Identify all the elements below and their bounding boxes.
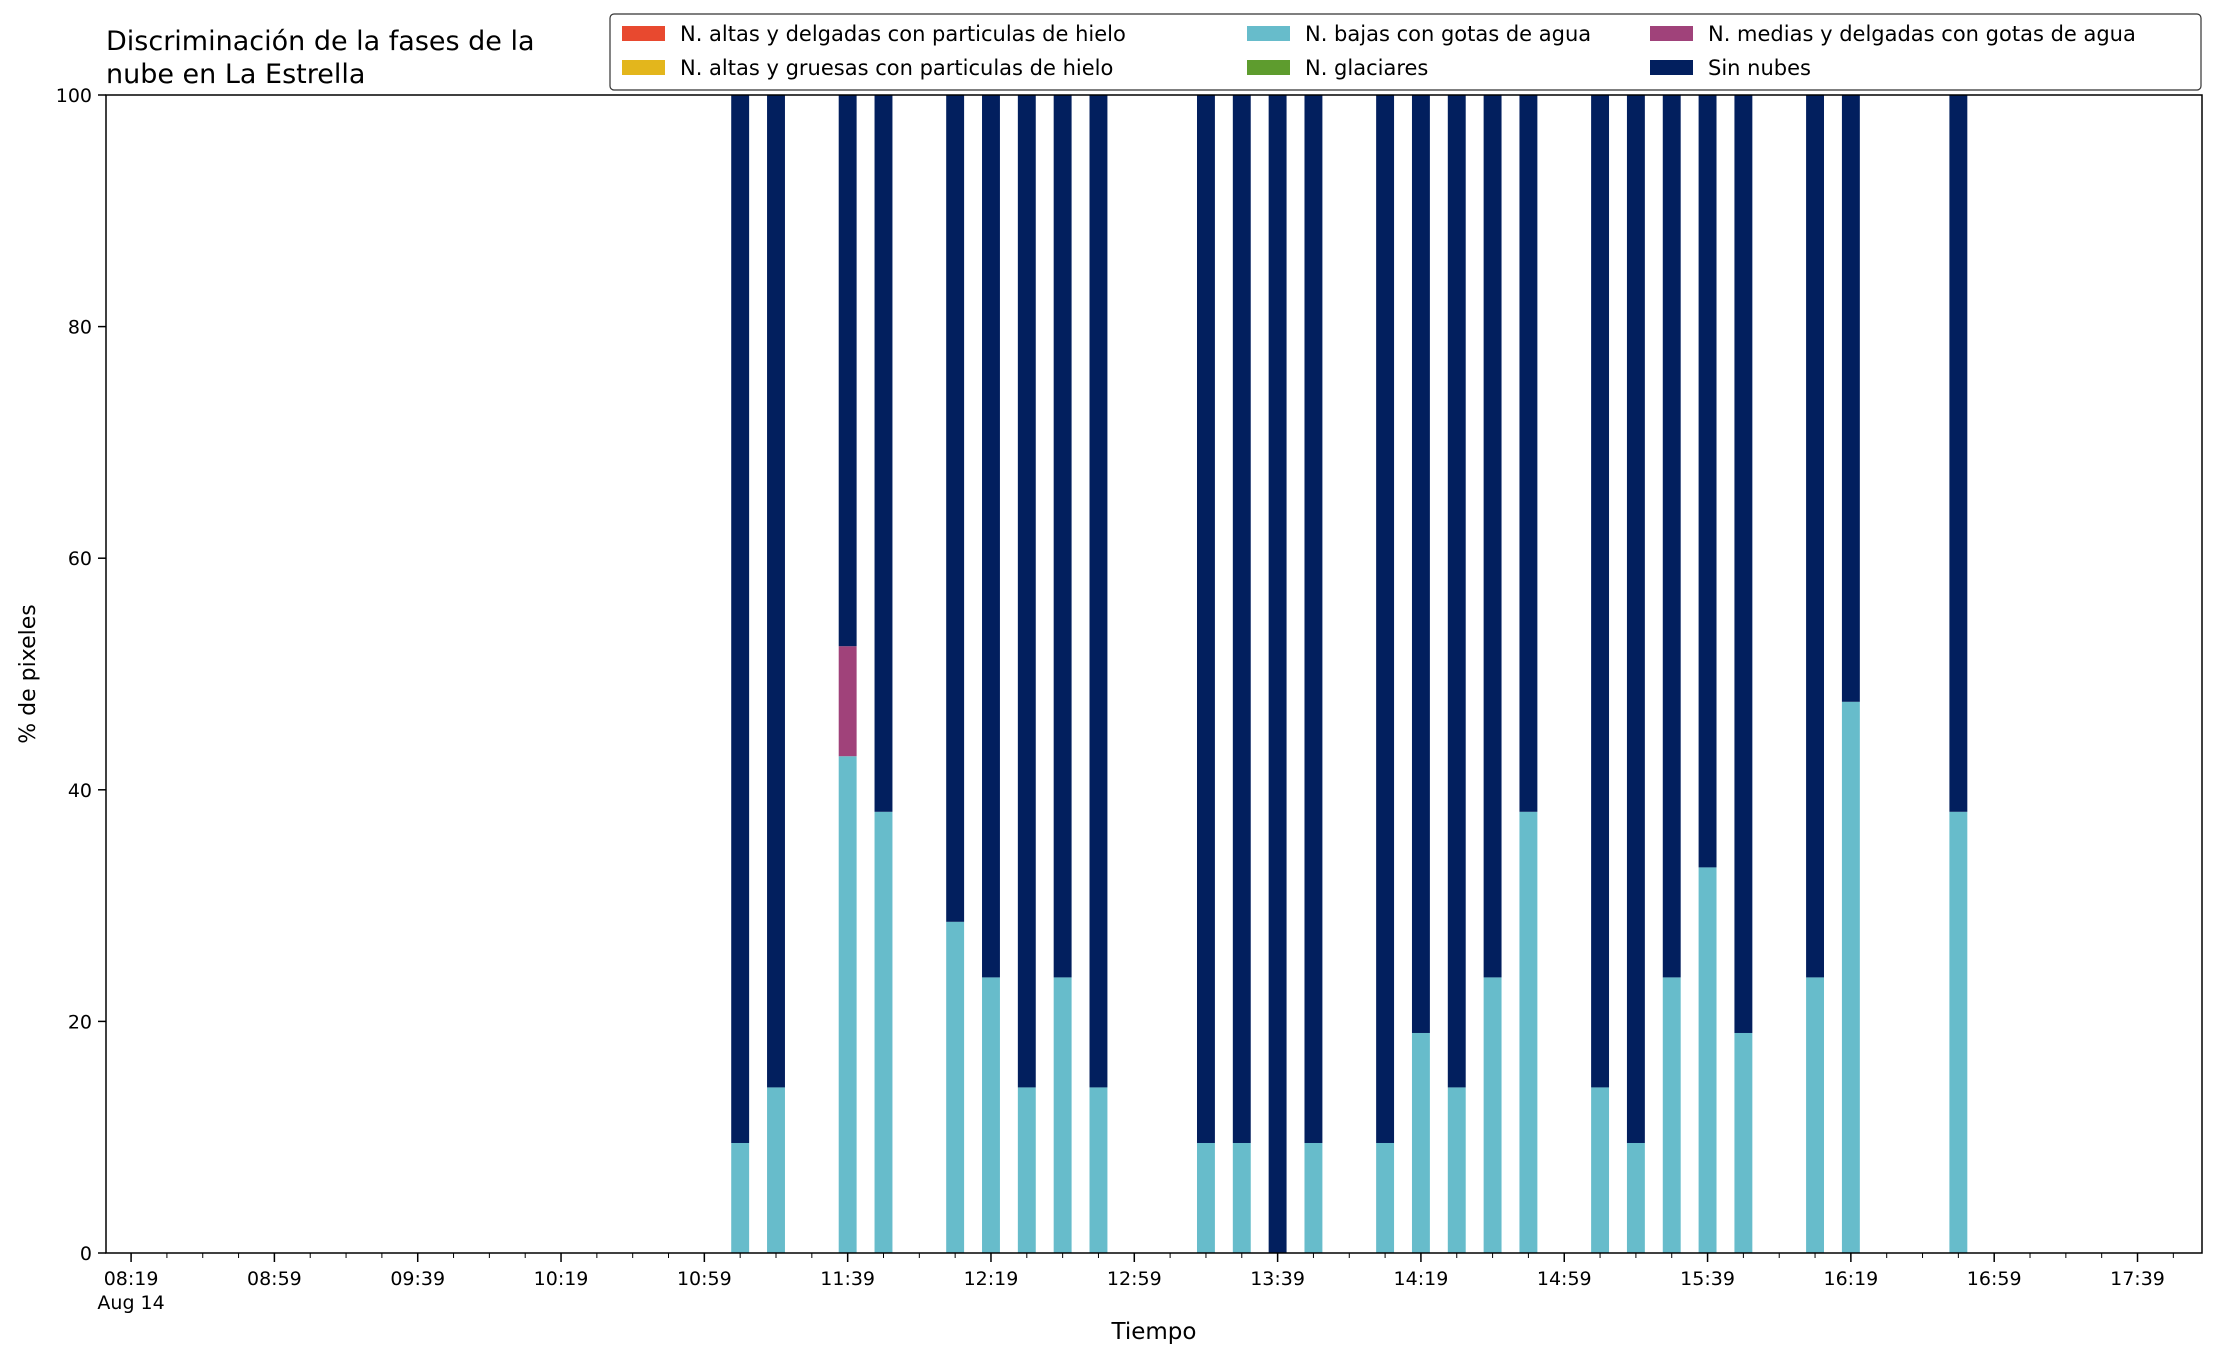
- bar-segment: [838, 756, 857, 1253]
- x-tick-label: 17:39: [2110, 1268, 2165, 1290]
- y-tick-label: 20: [68, 1011, 92, 1033]
- y-axis: 0 20 40 60 80 100: [56, 85, 106, 1265]
- y-tick-label: 80: [68, 317, 92, 339]
- chart-title-line: nube en La Estrella: [106, 59, 365, 90]
- bar-segment: [1232, 95, 1251, 1143]
- bar-segment: [1304, 95, 1323, 1143]
- bar-segment: [1447, 95, 1466, 1088]
- legend-swatch: [1247, 60, 1290, 75]
- bar-segment: [874, 811, 893, 1253]
- x-tick-label: 11:39: [820, 1268, 875, 1290]
- bar-segment: [946, 921, 965, 1253]
- bar-segment: [1089, 1087, 1108, 1253]
- bar-segment: [731, 95, 750, 1143]
- legend-swatch: [622, 60, 665, 75]
- y-tick-label: 0: [80, 1243, 92, 1265]
- legend-swatch: [1650, 26, 1693, 41]
- y-axis-label: % de pixeles: [16, 604, 41, 743]
- bar-segment: [1949, 95, 1968, 812]
- legend-entry-label: N. medias y delgadas con gotas de agua: [1708, 22, 2136, 46]
- bar-segment: [1806, 977, 1825, 1253]
- bar-segment: [982, 977, 1000, 1253]
- x-tick-label: 08:59: [247, 1268, 302, 1290]
- x-axis-label: Tiempo: [1111, 1319, 1197, 1345]
- bar-segment: [1017, 95, 1036, 1088]
- bar-segment: [1232, 1142, 1251, 1253]
- bar-segment: [1734, 95, 1753, 1033]
- x-tick-label: 10:59: [677, 1268, 732, 1290]
- bar-segment: [1376, 95, 1395, 1143]
- bar-segment: [1698, 95, 1717, 868]
- bar-segment: [1196, 95, 1215, 1143]
- bar-segment: [1841, 95, 1860, 702]
- legend: N. altas y delgadas con particulas de hi…: [609, 13, 2202, 91]
- bar-segment: [1196, 1142, 1215, 1253]
- bar-segment: [767, 1087, 785, 1253]
- bar-segment: [1447, 1087, 1466, 1253]
- x-tick-label: 12:59: [1107, 1268, 1162, 1290]
- bar-segment: [767, 95, 785, 1088]
- bar-segment: [1698, 867, 1717, 1253]
- x-tick-label: 13:39: [1250, 1268, 1305, 1290]
- legend-entry-label: N. bajas con gotas de agua: [1305, 22, 1591, 46]
- x-tick-label: 12:19: [964, 1268, 1019, 1290]
- bar-segment: [1304, 1142, 1323, 1253]
- bar-segment: [1841, 701, 1860, 1253]
- x-tick-label: 08:19: [104, 1268, 159, 1290]
- bar-segment: [1411, 1032, 1430, 1253]
- y-tick-label: 100: [56, 85, 92, 107]
- legend-frame: [609, 13, 2202, 91]
- bar-segment: [1626, 95, 1645, 1143]
- bar-segment: [1662, 977, 1681, 1253]
- legend-entry-label: N. glaciares: [1305, 56, 1428, 80]
- bar-segment: [731, 1142, 750, 1253]
- bar-segment: [982, 95, 1000, 978]
- bar-segment: [1519, 811, 1538, 1253]
- bar-segment: [1519, 95, 1538, 812]
- bar-segment: [1268, 95, 1287, 1253]
- bars-layer: [731, 95, 1968, 1253]
- bar-segment: [946, 95, 965, 922]
- bar-segment: [1662, 95, 1681, 978]
- legend-swatch: [1650, 60, 1693, 75]
- bar-segment: [1017, 1087, 1036, 1253]
- legend-swatch: [1247, 26, 1290, 41]
- bar-segment: [1591, 1087, 1610, 1253]
- bar-segment: [1376, 1142, 1395, 1253]
- bar-segment: [874, 95, 893, 812]
- bar-segment: [1053, 95, 1072, 978]
- bar-segment: [1949, 811, 1968, 1253]
- plot-frame: [105, 94, 2203, 1254]
- x-tick-label: 14:59: [1537, 1268, 1592, 1290]
- x-tick-label: 15:39: [1680, 1268, 1735, 1290]
- x-tick-label: 16:19: [1823, 1268, 1878, 1290]
- chart-title-line: Discriminación de la fases de la: [106, 26, 535, 57]
- y-tick-label: 40: [68, 780, 92, 802]
- bar-segment: [1053, 977, 1072, 1253]
- x-tick-label: 09:39: [390, 1268, 445, 1290]
- x-tick-label: 14:19: [1394, 1268, 1449, 1290]
- bar-segment: [1411, 95, 1430, 1033]
- bar-segment: [1483, 977, 1502, 1253]
- legend-entry-label: N. altas y gruesas con particulas de hie…: [680, 56, 1113, 80]
- x-tick-sublabel: Aug 14: [97, 1292, 164, 1314]
- bar-segment: [1626, 1142, 1645, 1253]
- bar-segment: [1806, 95, 1825, 978]
- legend-swatch: [622, 26, 665, 41]
- bar-segment: [1734, 1032, 1753, 1253]
- legend-entry-label: Sin nubes: [1708, 56, 1811, 80]
- y-tick-label: 60: [68, 548, 92, 570]
- x-tick-label: 16:59: [1967, 1268, 2022, 1290]
- legend-entry-label: N. altas y delgadas con particulas de hi…: [680, 22, 1126, 46]
- bar-segment: [1591, 95, 1610, 1088]
- bar-segment: [1089, 95, 1108, 1088]
- x-tick-label: 10:19: [534, 1268, 589, 1290]
- chart-title: Discriminación de la fases de la nube en …: [106, 26, 535, 90]
- bar-segment: [838, 95, 857, 647]
- bar-segment: [838, 646, 857, 757]
- bar-segment: [1483, 95, 1502, 978]
